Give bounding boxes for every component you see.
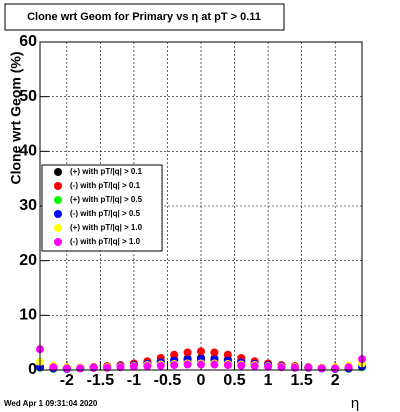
marker <box>237 361 246 370</box>
marker <box>183 360 192 369</box>
legend-marker <box>54 224 62 232</box>
x-tick-label: 0 <box>197 372 206 389</box>
marker <box>344 363 353 372</box>
x-axis-title: η <box>351 395 359 412</box>
frame <box>39 41 363 371</box>
legend-label: (-) with pT/|q| > 0.1 <box>70 181 141 190</box>
legend-label: (+) with pT/|q| > 0.5 <box>70 195 143 204</box>
chart-title: Clone wrt Geom for Primary vs η at pT > … <box>27 11 261 23</box>
legend-label: (-) with pT/|q| > 0.5 <box>70 209 141 218</box>
marker <box>304 363 313 372</box>
title-box <box>4 3 285 31</box>
marker <box>277 363 286 372</box>
y-axis-title: Clone wrt Geom (%) <box>8 51 24 184</box>
legend: (+) with pT/|q| > 0.1 (-) with pT/|q| > 0… <box>41 164 163 252</box>
marker <box>197 360 205 369</box>
y-tick-label: 20 <box>19 252 37 269</box>
legend-marker <box>54 182 62 190</box>
marker <box>62 364 71 373</box>
y-tick-label: 50 <box>19 88 37 105</box>
x-tick-label: -2 <box>60 372 74 389</box>
y-tick-label: 30 <box>19 197 37 214</box>
legend-box <box>41 164 163 252</box>
x-tick-label: 2 <box>331 372 340 389</box>
y-tick-label: 10 <box>19 307 37 324</box>
marker <box>170 350 179 359</box>
marker <box>76 364 85 373</box>
x-tick-label: 0.5 <box>223 372 245 389</box>
x-tick-label: -0.5 <box>154 372 182 389</box>
marker <box>250 362 259 371</box>
marker <box>223 350 232 359</box>
marker <box>210 348 219 357</box>
legend-label: (+) with pT/|q| > 0.1 <box>70 167 143 176</box>
y-tick-label: 0 <box>28 361 37 378</box>
marker <box>197 347 205 356</box>
legend-marker <box>54 238 62 246</box>
marker <box>264 362 273 371</box>
marker <box>223 361 232 370</box>
y-tick-label: 60 <box>19 33 37 50</box>
legend-label: (-) with pT/|q| > 1.0 <box>70 237 141 246</box>
legend-marker <box>54 210 62 218</box>
marker <box>290 363 299 372</box>
legend-marker <box>54 168 62 176</box>
marker <box>210 360 219 369</box>
legend-label: (+) with pT/|q| > 1.0 <box>70 223 143 232</box>
marker <box>49 363 58 372</box>
timestamp: Wed Apr 1 09:31:04 2020 <box>4 399 98 408</box>
plot-area: 0 10 20 30 40 50 60 -2 -1.5 -1 -0.5 0 0.5 1 1.5 2 <box>19 33 366 389</box>
marker <box>317 364 326 373</box>
legend-marker <box>54 196 62 204</box>
marker <box>156 361 165 370</box>
y-tick-label: 40 <box>19 143 37 160</box>
marker <box>143 362 152 371</box>
marker <box>183 348 192 357</box>
marker <box>103 363 112 372</box>
x-tick-label: 1.5 <box>291 372 313 389</box>
marker <box>331 364 340 373</box>
marker <box>116 363 125 372</box>
x-tick-label: -1.5 <box>87 372 115 389</box>
x-tick-label: 1 <box>264 372 273 389</box>
marker <box>129 362 138 371</box>
x-tick-label: -1 <box>127 372 141 389</box>
marker <box>170 361 179 370</box>
marker <box>89 363 98 372</box>
